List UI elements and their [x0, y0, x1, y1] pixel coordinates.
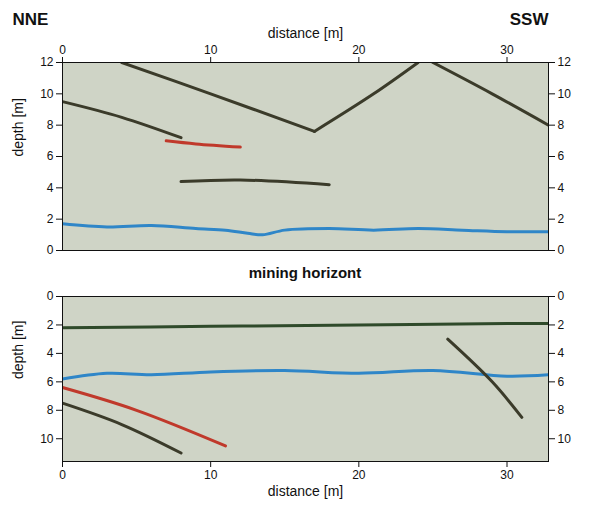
svg-text:SSW: SSW: [510, 10, 550, 29]
svg-text:0: 0: [558, 289, 565, 303]
svg-text:20: 20: [352, 468, 366, 482]
svg-text:2: 2: [558, 212, 565, 226]
svg-text:8: 8: [558, 403, 565, 417]
svg-text:depth [m]: depth [m]: [10, 321, 26, 379]
svg-text:0: 0: [59, 43, 66, 57]
svg-text:distance [m]: distance [m]: [268, 25, 343, 41]
svg-text:distance [m]: distance [m]: [268, 483, 343, 499]
svg-text:6: 6: [558, 375, 565, 389]
svg-text:2: 2: [558, 318, 565, 332]
svg-text:10: 10: [204, 468, 218, 482]
html-text:mining horizont: mining horizont: [248, 264, 362, 281]
svg-text:12: 12: [40, 55, 54, 69]
svg-text:8: 8: [558, 118, 565, 132]
svg-text:10: 10: [40, 87, 54, 101]
svg-text:depth [m]: depth [m]: [10, 98, 26, 156]
svg-text:4: 4: [558, 181, 565, 195]
svg-text:4: 4: [47, 346, 54, 360]
svg-text:NNE: NNE: [13, 10, 49, 29]
svg-text:30: 30: [500, 468, 514, 482]
svg-text:20: 20: [352, 43, 366, 57]
svg-text:0: 0: [59, 468, 66, 482]
svg-text:0: 0: [47, 289, 54, 303]
svg-text:2: 2: [47, 212, 54, 226]
svg-text:6: 6: [558, 149, 565, 163]
svg-text:6: 6: [47, 149, 54, 163]
svg-text:0: 0: [558, 243, 565, 257]
svg-text:2: 2: [47, 318, 54, 332]
svg-text:0: 0: [47, 243, 54, 257]
svg-text:8: 8: [47, 403, 54, 417]
svg-text:30: 30: [500, 43, 514, 57]
svg-text:12: 12: [558, 55, 572, 69]
svg-text:10: 10: [40, 432, 54, 446]
svg-text:4: 4: [47, 181, 54, 195]
svg-text:8: 8: [47, 118, 54, 132]
svg-text:4: 4: [558, 346, 565, 360]
svg-text:10: 10: [558, 87, 572, 101]
svg-text:6: 6: [47, 375, 54, 389]
svg-text:10: 10: [558, 432, 572, 446]
svg-text:10: 10: [204, 43, 218, 57]
